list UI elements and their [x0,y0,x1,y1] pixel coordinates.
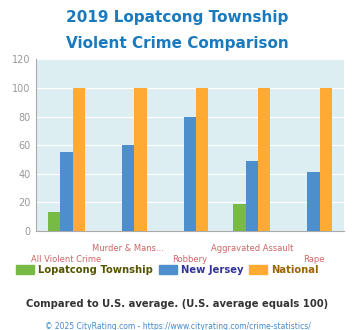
Bar [60,152,72,231]
Bar [134,88,147,231]
Bar [307,172,320,231]
Bar [48,213,60,231]
Text: Compared to U.S. average. (U.S. average equals 100): Compared to U.S. average. (U.S. average … [26,299,329,309]
Bar [196,88,208,231]
Text: Murder & Mans...: Murder & Mans... [92,244,164,253]
Bar [320,88,332,231]
Text: Robbery: Robbery [173,255,207,264]
Legend: Lopatcong Township, New Jersey, National: Lopatcong Township, New Jersey, National [12,261,323,279]
Bar [122,145,134,231]
Text: All Violent Crime: All Violent Crime [31,255,102,264]
Text: Violent Crime Comparison: Violent Crime Comparison [66,36,289,51]
Bar [184,116,196,231]
Text: Aggravated Assault: Aggravated Assault [211,244,293,253]
Text: © 2025 CityRating.com - https://www.cityrating.com/crime-statistics/: © 2025 CityRating.com - https://www.city… [45,322,310,330]
Text: Rape: Rape [303,255,324,264]
Bar [246,161,258,231]
Bar [72,88,85,231]
Text: 2019 Lopatcong Township: 2019 Lopatcong Township [66,10,289,25]
Bar [233,204,246,231]
Bar [258,88,270,231]
